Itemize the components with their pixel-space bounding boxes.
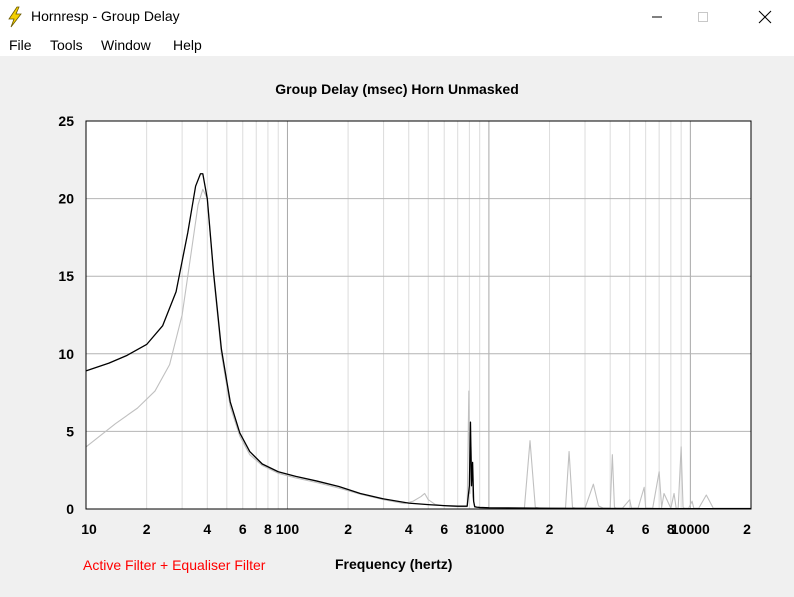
maximize-button[interactable] bbox=[680, 0, 726, 34]
menu-bar: File Tools Window Help bbox=[0, 34, 794, 56]
x-tick-label: 6 bbox=[642, 521, 650, 537]
x-tick-label: 4 bbox=[203, 521, 211, 537]
x-tick-label: 1000 bbox=[473, 521, 504, 537]
x-tick-label: 4 bbox=[405, 521, 413, 537]
y-tick-label: 25 bbox=[58, 113, 74, 129]
primary-series-line bbox=[85, 173, 751, 510]
x-tick-label: 6 bbox=[239, 521, 247, 537]
x-tick-label: 2 bbox=[546, 521, 554, 537]
x-tick-label: 8 bbox=[667, 521, 675, 537]
x-tick-label: 10 bbox=[81, 521, 97, 537]
maximize-icon bbox=[698, 12, 708, 22]
x-tick-label: 6 bbox=[440, 521, 448, 537]
close-icon bbox=[758, 10, 772, 24]
y-tick-label: 20 bbox=[58, 191, 74, 207]
minimize-icon bbox=[652, 16, 662, 18]
chart-title: Group Delay (msec) Horn Unmasked bbox=[275, 81, 519, 97]
x-tick-label: 100 bbox=[276, 521, 300, 537]
filter-label[interactable]: Active Filter + Equaliser Filter bbox=[83, 557, 266, 573]
x-tick-label: 2 bbox=[743, 521, 751, 537]
menu-window[interactable]: Window bbox=[101, 37, 151, 53]
y-tick-label: 0 bbox=[66, 501, 74, 517]
x-tick-label: 2 bbox=[143, 521, 151, 537]
x-tick-label: 8 bbox=[264, 521, 272, 537]
title-bar: Hornresp - Group Delay bbox=[0, 0, 794, 34]
x-tick-label: 8 bbox=[465, 521, 473, 537]
minimize-button[interactable] bbox=[634, 0, 680, 34]
plot-area bbox=[86, 121, 751, 509]
y-tick-label: 15 bbox=[58, 268, 74, 284]
y-tick-label: 10 bbox=[58, 346, 74, 362]
x-tick-label: 4 bbox=[606, 521, 614, 537]
menu-help[interactable]: Help bbox=[173, 37, 202, 53]
x-tick-label: 2 bbox=[344, 521, 352, 537]
menu-file[interactable]: File bbox=[9, 37, 32, 53]
lightning-bolt-icon bbox=[8, 6, 22, 28]
menu-tools[interactable]: Tools bbox=[50, 37, 83, 53]
plot-frame bbox=[85, 120, 752, 510]
x-tick-label: 10000 bbox=[671, 521, 710, 537]
window-title: Hornresp - Group Delay bbox=[31, 8, 180, 24]
close-button[interactable] bbox=[742, 0, 788, 34]
x-axis-label: Frequency (hertz) bbox=[335, 556, 453, 572]
chart-canvas: Group Delay (msec) Horn Unmasked 0 5 10 15 2… bbox=[0, 56, 794, 597]
y-tick-label: 5 bbox=[66, 423, 74, 439]
